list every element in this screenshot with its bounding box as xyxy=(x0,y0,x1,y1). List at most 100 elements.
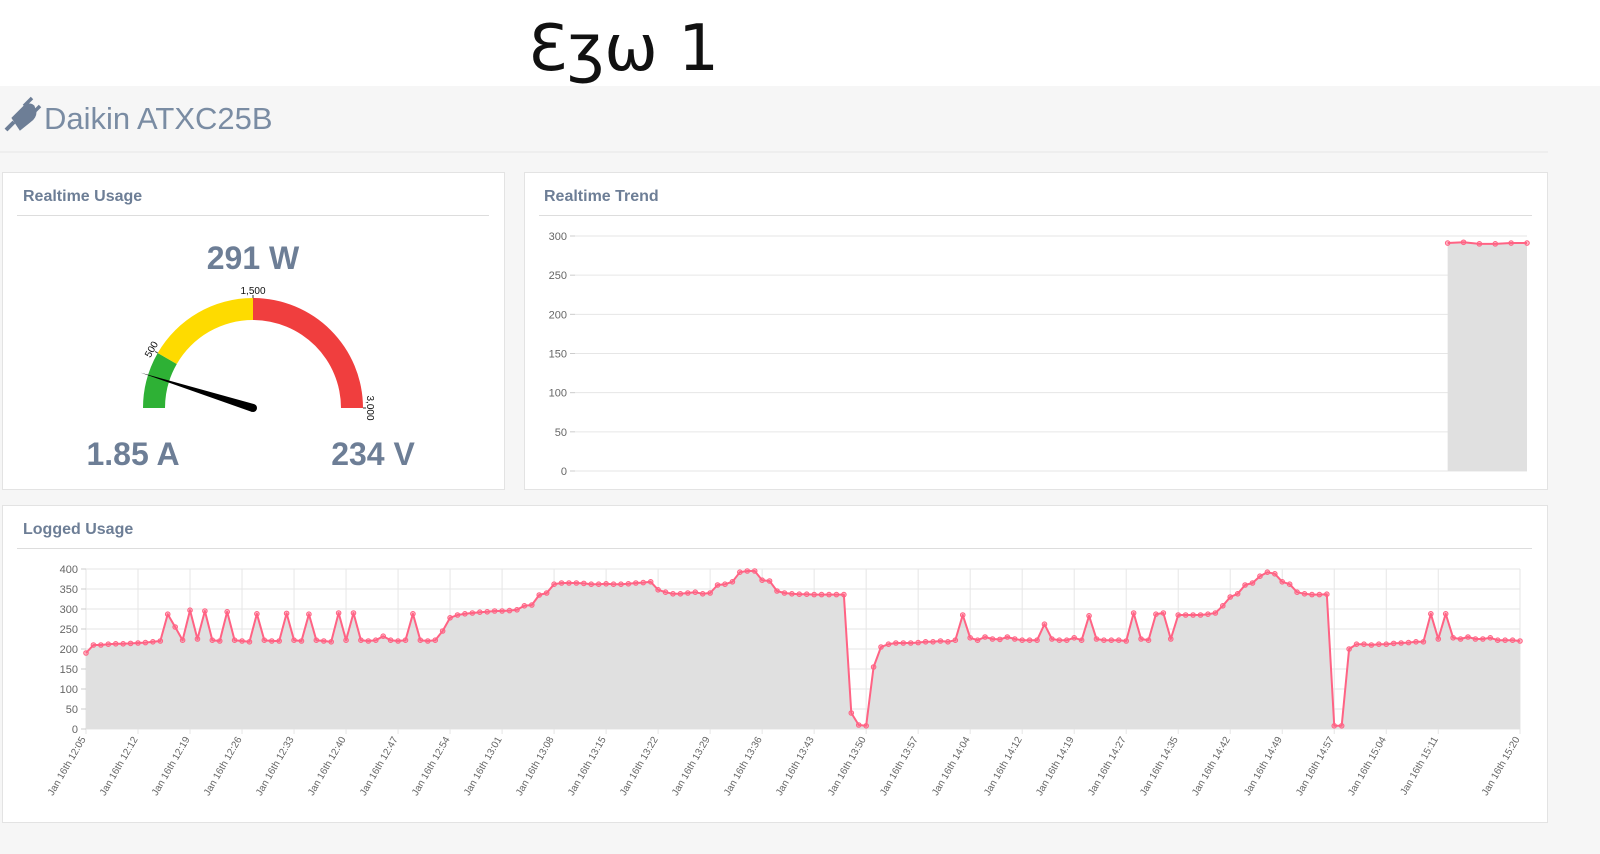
point xyxy=(863,723,869,729)
point xyxy=(1420,639,1427,645)
point xyxy=(1086,613,1092,619)
point xyxy=(1428,611,1434,617)
y-tick-label: 350 xyxy=(60,584,78,596)
point xyxy=(283,610,290,617)
point xyxy=(484,609,491,615)
point xyxy=(1476,241,1483,247)
point xyxy=(959,612,966,618)
point xyxy=(907,640,914,646)
point xyxy=(603,581,609,587)
point xyxy=(454,612,461,618)
point xyxy=(164,611,171,618)
point xyxy=(982,634,988,640)
point xyxy=(744,568,751,574)
y-tick-label: 100 xyxy=(549,388,567,400)
point xyxy=(737,569,743,576)
point xyxy=(1071,635,1077,641)
point xyxy=(1361,641,1367,648)
panel-title: Logged Usage xyxy=(23,521,133,538)
point xyxy=(179,637,186,644)
point xyxy=(1294,589,1300,596)
point xyxy=(1138,636,1144,642)
panel-title: Realtime Trend xyxy=(544,188,659,205)
point xyxy=(276,638,282,644)
point xyxy=(194,636,201,642)
point xyxy=(417,637,424,644)
point xyxy=(499,608,505,614)
gauge-needle-hub xyxy=(249,404,257,412)
top-area xyxy=(0,0,1600,86)
handwritten-annotation: Ɛʒω 1 xyxy=(528,12,719,86)
y-tick-label: 50 xyxy=(66,704,78,716)
point xyxy=(625,581,632,587)
point xyxy=(157,638,164,644)
point xyxy=(142,639,149,646)
point xyxy=(150,639,156,645)
gauge-tick-label: 1,500 xyxy=(240,286,265,297)
point xyxy=(811,591,817,598)
point xyxy=(1405,639,1412,646)
point xyxy=(491,608,498,614)
y-tick-label: 300 xyxy=(60,604,78,616)
point xyxy=(529,602,535,608)
point xyxy=(261,637,268,644)
point xyxy=(439,628,446,634)
point xyxy=(640,579,647,586)
point xyxy=(380,633,387,640)
point xyxy=(1444,240,1451,246)
point xyxy=(989,636,996,642)
point xyxy=(1279,579,1286,585)
point xyxy=(1264,569,1271,576)
point xyxy=(1093,636,1100,642)
point xyxy=(1167,636,1174,642)
point xyxy=(1197,612,1204,618)
point xyxy=(506,607,513,614)
y-tick-label: 200 xyxy=(60,644,78,656)
point xyxy=(729,579,736,585)
point xyxy=(358,637,364,644)
point xyxy=(1130,610,1137,616)
point xyxy=(789,591,795,597)
point xyxy=(402,637,409,644)
point xyxy=(1175,612,1182,618)
point xyxy=(1413,639,1419,645)
point xyxy=(1331,723,1338,729)
gauge-tick xyxy=(154,351,158,354)
point xyxy=(543,590,550,596)
point xyxy=(476,609,483,616)
point xyxy=(1160,610,1167,616)
point xyxy=(209,637,216,644)
point xyxy=(610,581,617,588)
point xyxy=(291,637,297,644)
point xyxy=(1509,637,1516,644)
area xyxy=(1447,242,1527,471)
point xyxy=(1524,240,1530,246)
point xyxy=(796,591,803,598)
point xyxy=(1457,636,1464,642)
point xyxy=(1101,637,1107,644)
point xyxy=(1227,594,1234,600)
point xyxy=(1494,637,1501,644)
line xyxy=(85,570,1521,727)
point xyxy=(239,638,245,644)
gauge-zone xyxy=(157,298,253,364)
point xyxy=(1450,635,1456,641)
point xyxy=(395,638,401,644)
point xyxy=(885,641,892,648)
point xyxy=(372,637,379,644)
point xyxy=(1383,641,1390,648)
point xyxy=(514,607,520,613)
y-tick-label: 250 xyxy=(60,624,78,636)
point xyxy=(1182,612,1189,618)
point xyxy=(997,636,1003,643)
point xyxy=(707,590,713,596)
point xyxy=(930,639,936,645)
point xyxy=(462,611,468,617)
point xyxy=(432,637,439,644)
point xyxy=(1034,637,1040,644)
point xyxy=(1063,637,1070,644)
point xyxy=(313,637,320,644)
point xyxy=(343,637,349,644)
